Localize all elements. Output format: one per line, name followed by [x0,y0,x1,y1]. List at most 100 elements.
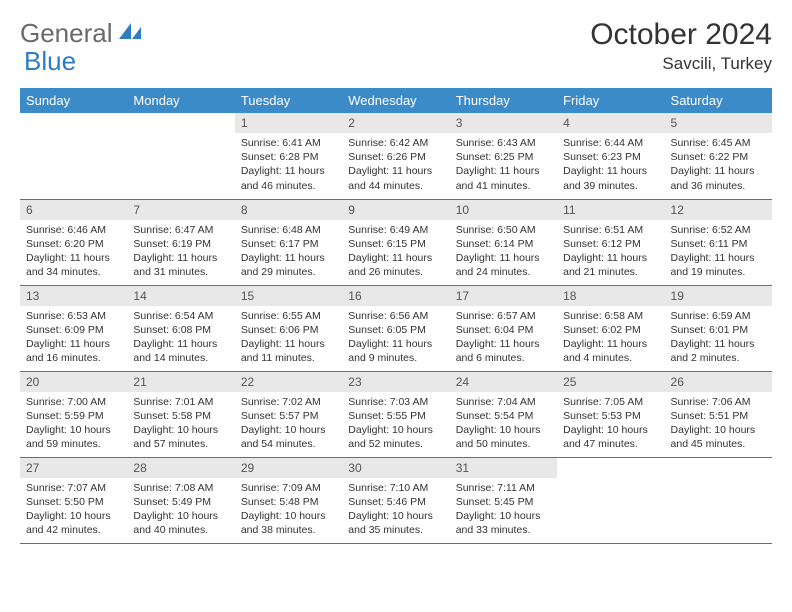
brand-logo: General [20,18,145,49]
day-number: 25 [557,372,664,392]
daylight-text: Daylight: 11 hours [671,337,766,351]
calendar-day-cell: 7Sunrise: 6:47 AMSunset: 6:19 PMDaylight… [127,199,234,285]
day-content: Sunrise: 7:09 AMSunset: 5:48 PMDaylight:… [235,478,342,542]
calendar-empty-cell [557,457,664,543]
day-content: Sunrise: 6:45 AMSunset: 6:22 PMDaylight:… [665,133,772,197]
day-content: Sunrise: 6:54 AMSunset: 6:08 PMDaylight:… [127,306,234,370]
sunrise-text: Sunrise: 7:07 AM [26,481,121,495]
day-content: Sunrise: 7:01 AMSunset: 5:58 PMDaylight:… [127,392,234,456]
sunrise-text: Sunrise: 6:55 AM [241,309,336,323]
daylight-text: and 11 minutes. [241,351,336,365]
sunset-text: Sunset: 6:22 PM [671,150,766,164]
sunrise-text: Sunrise: 6:57 AM [456,309,551,323]
calendar-week-row: 13Sunrise: 6:53 AMSunset: 6:09 PMDayligh… [20,285,772,371]
day-content: Sunrise: 6:52 AMSunset: 6:11 PMDaylight:… [665,220,772,284]
calendar-day-cell: 23Sunrise: 7:03 AMSunset: 5:55 PMDayligh… [342,371,449,457]
weekday-header: Sunday [20,88,127,113]
day-number: 8 [235,200,342,220]
calendar-day-cell: 5Sunrise: 6:45 AMSunset: 6:22 PMDaylight… [665,113,772,199]
calendar-week-row: 27Sunrise: 7:07 AMSunset: 5:50 PMDayligh… [20,457,772,543]
day-content: Sunrise: 6:42 AMSunset: 6:26 PMDaylight:… [342,133,449,197]
day-content: Sunrise: 6:58 AMSunset: 6:02 PMDaylight:… [557,306,664,370]
daylight-text: and 39 minutes. [563,179,658,193]
calendar-header-row: SundayMondayTuesdayWednesdayThursdayFrid… [20,88,772,113]
sunset-text: Sunset: 5:54 PM [456,409,551,423]
calendar-day-cell: 12Sunrise: 6:52 AMSunset: 6:11 PMDayligh… [665,199,772,285]
day-content: Sunrise: 6:41 AMSunset: 6:28 PMDaylight:… [235,133,342,197]
daylight-text: Daylight: 11 hours [348,251,443,265]
day-number: 17 [450,286,557,306]
calendar-day-cell: 24Sunrise: 7:04 AMSunset: 5:54 PMDayligh… [450,371,557,457]
sunset-text: Sunset: 6:02 PM [563,323,658,337]
day-content: Sunrise: 7:03 AMSunset: 5:55 PMDaylight:… [342,392,449,456]
daylight-text: Daylight: 10 hours [456,423,551,437]
sunrise-text: Sunrise: 7:11 AM [456,481,551,495]
day-number: 12 [665,200,772,220]
sunset-text: Sunset: 6:26 PM [348,150,443,164]
daylight-text: Daylight: 11 hours [26,337,121,351]
calendar-day-cell: 4Sunrise: 6:44 AMSunset: 6:23 PMDaylight… [557,113,664,199]
sunset-text: Sunset: 6:04 PM [456,323,551,337]
daylight-text: Daylight: 10 hours [26,423,121,437]
day-number: 10 [450,200,557,220]
day-number: 11 [557,200,664,220]
day-content: Sunrise: 7:11 AMSunset: 5:45 PMDaylight:… [450,478,557,542]
day-number: 26 [665,372,772,392]
sunrise-text: Sunrise: 6:58 AM [563,309,658,323]
sunrise-text: Sunrise: 7:05 AM [563,395,658,409]
calendar-day-cell: 15Sunrise: 6:55 AMSunset: 6:06 PMDayligh… [235,285,342,371]
day-content: Sunrise: 6:43 AMSunset: 6:25 PMDaylight:… [450,133,557,197]
calendar-day-cell: 14Sunrise: 6:54 AMSunset: 6:08 PMDayligh… [127,285,234,371]
calendar-day-cell: 16Sunrise: 6:56 AMSunset: 6:05 PMDayligh… [342,285,449,371]
calendar-day-cell: 17Sunrise: 6:57 AMSunset: 6:04 PMDayligh… [450,285,557,371]
sunset-text: Sunset: 5:59 PM [26,409,121,423]
sunset-text: Sunset: 6:12 PM [563,237,658,251]
sunset-text: Sunset: 5:50 PM [26,495,121,509]
day-content: Sunrise: 7:07 AMSunset: 5:50 PMDaylight:… [20,478,127,542]
sunset-text: Sunset: 5:45 PM [456,495,551,509]
calendar-empty-cell [20,113,127,199]
daylight-text: and 14 minutes. [133,351,228,365]
daylight-text: and 41 minutes. [456,179,551,193]
calendar-day-cell: 9Sunrise: 6:49 AMSunset: 6:15 PMDaylight… [342,199,449,285]
brand-word1: General [20,18,113,49]
day-number: 2 [342,113,449,133]
sunset-text: Sunset: 6:15 PM [348,237,443,251]
day-content: Sunrise: 6:46 AMSunset: 6:20 PMDaylight:… [20,220,127,284]
daylight-text: and 2 minutes. [671,351,766,365]
sunrise-text: Sunrise: 6:42 AM [348,136,443,150]
calendar-day-cell: 8Sunrise: 6:48 AMSunset: 6:17 PMDaylight… [235,199,342,285]
daylight-text: Daylight: 11 hours [348,164,443,178]
weekday-header: Monday [127,88,234,113]
daylight-text: and 44 minutes. [348,179,443,193]
daylight-text: Daylight: 10 hours [563,423,658,437]
daylight-text: and 16 minutes. [26,351,121,365]
daylight-text: and 31 minutes. [133,265,228,279]
daylight-text: Daylight: 11 hours [456,337,551,351]
day-number: 19 [665,286,772,306]
daylight-text: Daylight: 10 hours [241,509,336,523]
sunset-text: Sunset: 5:46 PM [348,495,443,509]
daylight-text: and 35 minutes. [348,523,443,537]
day-number: 28 [127,458,234,478]
day-content: Sunrise: 7:05 AMSunset: 5:53 PMDaylight:… [557,392,664,456]
daylight-text: and 21 minutes. [563,265,658,279]
daylight-text: and 47 minutes. [563,437,658,451]
daylight-text: and 57 minutes. [133,437,228,451]
daylight-text: and 6 minutes. [456,351,551,365]
calendar-day-cell: 25Sunrise: 7:05 AMSunset: 5:53 PMDayligh… [557,371,664,457]
calendar-empty-cell [127,113,234,199]
day-content: Sunrise: 6:57 AMSunset: 6:04 PMDaylight:… [450,306,557,370]
daylight-text: and 45 minutes. [671,437,766,451]
calendar-day-cell: 22Sunrise: 7:02 AMSunset: 5:57 PMDayligh… [235,371,342,457]
day-number: 21 [127,372,234,392]
sunrise-text: Sunrise: 7:00 AM [26,395,121,409]
calendar-week-row: 20Sunrise: 7:00 AMSunset: 5:59 PMDayligh… [20,371,772,457]
daylight-text: and 26 minutes. [348,265,443,279]
day-content: Sunrise: 7:02 AMSunset: 5:57 PMDaylight:… [235,392,342,456]
sunset-text: Sunset: 5:53 PM [563,409,658,423]
daylight-text: Daylight: 10 hours [348,509,443,523]
day-number: 31 [450,458,557,478]
sunset-text: Sunset: 6:01 PM [671,323,766,337]
day-content: Sunrise: 6:56 AMSunset: 6:05 PMDaylight:… [342,306,449,370]
